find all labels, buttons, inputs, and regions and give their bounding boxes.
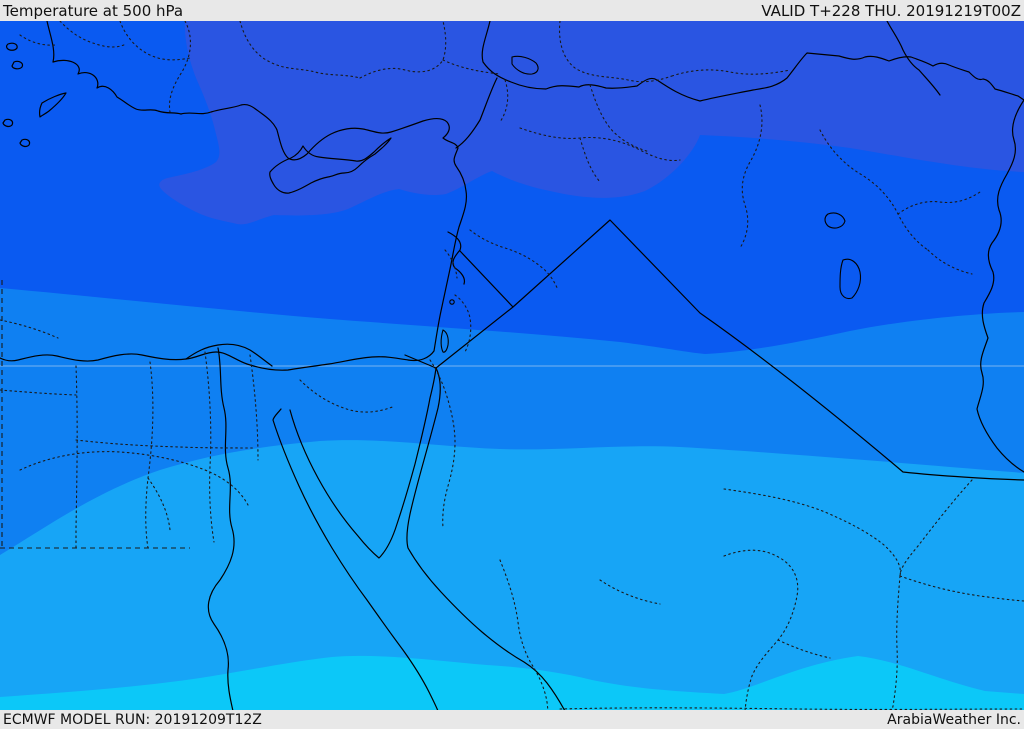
valid-time-label: VALID T+228 THU. 20191219T00Z [761, 1, 1021, 20]
border-egypt-sudan-dashed [0, 280, 190, 549]
tigris-river [886, 21, 941, 96]
border-turkey-syria-iraq [481, 21, 1024, 102]
admin-borders-layer [0, 21, 1024, 710]
temperature-band-mild [0, 440, 1024, 710]
coastline-layer [0, 21, 1024, 710]
coastline-cyprus [269, 137, 392, 194]
border-iran-iraq [976, 99, 1024, 473]
admin-borders-egypt [0, 319, 396, 549]
border-lebanon [447, 231, 466, 285]
admin-borders-turkey [19, 21, 791, 153]
ataturk-lake [511, 55, 539, 75]
border-jordan-saudi-iraq [404, 219, 1024, 481]
dead-sea [440, 329, 449, 353]
coastline-mediterranean [0, 21, 468, 371]
admin-borders-saudi [499, 479, 1024, 710]
coastline-nile-delta [185, 343, 273, 367]
temperature-band-warm [0, 655, 1024, 710]
temperature-map [0, 21, 1024, 710]
admin-borders-syria-iraq [519, 104, 981, 275]
footer-bar: ECMWF MODEL RUN: 20191209T12Z ArabiaWeat… [0, 710, 1024, 729]
lake-urmia [839, 258, 862, 300]
admin-borders-levant [429, 229, 559, 529]
page-title: Temperature at 500 hPa [3, 1, 184, 20]
brand-label: ArabiaWeather Inc. [887, 711, 1021, 728]
model-run-label: ECMWF MODEL RUN: 20191209T12Z [3, 711, 262, 728]
coastline-red-sea-east [406, 367, 566, 710]
border-hatay [455, 77, 498, 149]
coastline-sinai [289, 367, 437, 559]
lake-van [824, 212, 846, 229]
coastline-red-sea-west [272, 408, 439, 710]
nile-river [207, 347, 235, 710]
sea-of-galilee [449, 299, 455, 305]
coastline-aegean-islands [2, 42, 67, 148]
header-bar: Temperature at 500 hPa VALID T+228 THU. … [0, 0, 1024, 21]
